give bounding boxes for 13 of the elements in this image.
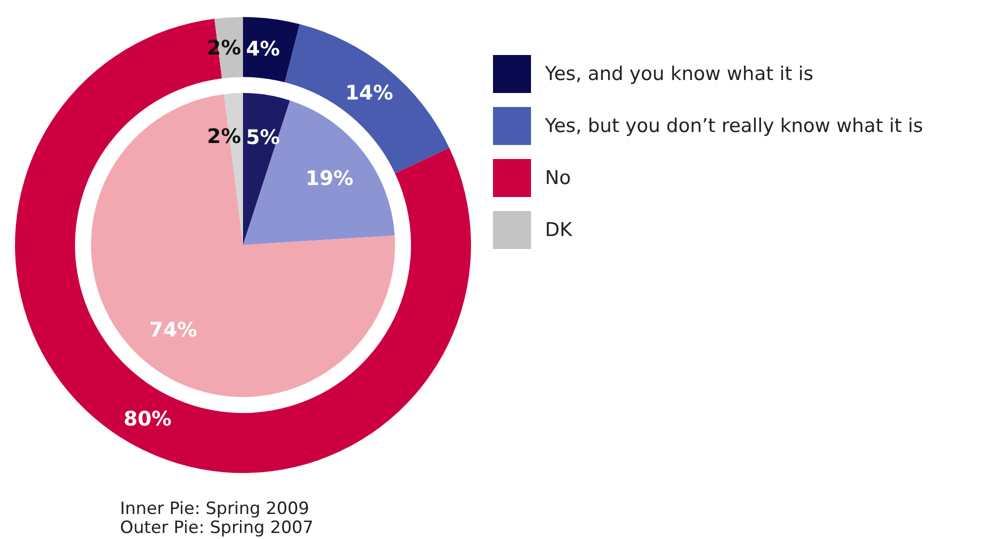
legend-label: Yes, and you know what it is [545,63,814,85]
text: Inner Pie: Spring 2009 [120,499,310,519]
legend-label: Yes, but you don’t really know what it is [545,115,924,137]
data-label: 4% [246,36,280,61]
legend-label: DK [545,219,572,241]
data-label: 74% [149,317,198,342]
data-label: 2% [207,124,241,148]
text: Outer Pie: Spring 2007 [120,518,314,538]
data-label: 14% [345,80,394,104]
data-label: 80% [124,406,172,431]
data-label: 19% [306,166,354,190]
data-label: 5% [246,124,280,149]
legend-label: No [545,167,571,189]
